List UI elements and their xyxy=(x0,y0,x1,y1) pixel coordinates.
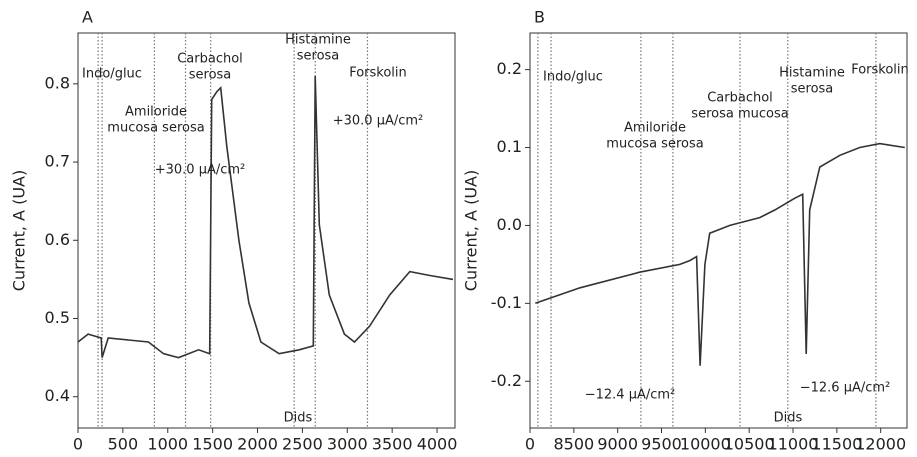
y-tick-label: 0.1 xyxy=(497,137,522,156)
x-tick-label: 11500 xyxy=(811,435,862,454)
annotation: Amiloride xyxy=(125,105,187,120)
annotation: mucosa serosa xyxy=(107,121,204,136)
y-tick-label: 0.6 xyxy=(45,230,70,249)
panel-label: B xyxy=(534,8,545,27)
annotation: Dids xyxy=(774,411,803,426)
x-tick-label: 0 xyxy=(525,435,535,454)
x-tick-label: 9500 xyxy=(641,435,682,454)
annotation: Carbachol xyxy=(707,91,773,106)
annotation: Indo/gluc xyxy=(82,67,142,82)
x-tick-label: 500 xyxy=(108,435,139,454)
trace xyxy=(77,75,454,359)
annotation: serosa mucosa xyxy=(691,107,788,122)
annotation: mucosa serosa xyxy=(606,137,703,152)
annotation: +30.0 μA/cm² xyxy=(333,114,424,129)
x-tick-label: 10000 xyxy=(680,435,731,454)
y-tick-label: 0.5 xyxy=(45,308,70,327)
annotation: serosa xyxy=(297,49,340,64)
annotation: Histamine xyxy=(779,66,845,81)
annotation: Amiloride xyxy=(624,121,686,136)
y-tick-label: 0.7 xyxy=(45,152,70,171)
panel-label: A xyxy=(82,8,93,27)
plot-frame xyxy=(529,32,908,429)
annotation: −12.6 μA/cm² xyxy=(800,381,891,396)
annotation: +30.0 μA/cm² xyxy=(155,163,246,178)
annotation: serosa xyxy=(791,82,834,97)
annotation: serosa xyxy=(189,68,232,83)
annotation: −12.4 μA/cm² xyxy=(585,388,676,403)
x-tick-label: 4000 xyxy=(417,435,458,454)
y-axis-title: Current, A (UA) xyxy=(10,170,29,291)
x-tick-label: 2500 xyxy=(282,435,323,454)
y-tick-label: 0.0 xyxy=(497,215,522,234)
x-tick-label: 8500 xyxy=(553,435,594,454)
annotation: Forskolin xyxy=(851,63,909,78)
x-tick-label: 10500 xyxy=(724,435,775,454)
y-axis-title: Current, A (UA) xyxy=(462,170,481,291)
x-tick-label: 12000 xyxy=(855,435,906,454)
x-tick-label: 1000 xyxy=(147,435,188,454)
x-tick-label: 1500 xyxy=(192,435,233,454)
y-tick-label: 0.4 xyxy=(45,386,70,405)
x-tick-label: 3000 xyxy=(327,435,368,454)
x-tick-label: 2000 xyxy=(237,435,278,454)
annotation: Carbachol xyxy=(177,52,243,67)
y-tick-label: -0.2 xyxy=(491,371,522,390)
x-tick-label: 11000 xyxy=(768,435,819,454)
annotation: Indo/gluc xyxy=(543,70,603,85)
y-tick-label: 0.8 xyxy=(45,73,70,92)
y-tick-label: 0.2 xyxy=(497,59,522,78)
trace xyxy=(535,142,905,366)
annotation: Histamine xyxy=(285,33,351,48)
plot-frame xyxy=(77,32,456,429)
x-tick-label: 9000 xyxy=(597,435,638,454)
x-tick-label: 3500 xyxy=(372,435,413,454)
annotation: Forskolin xyxy=(349,66,407,81)
x-tick-label: 0 xyxy=(73,435,83,454)
annotation: Dids xyxy=(284,411,313,426)
y-tick-label: -0.1 xyxy=(491,293,522,312)
